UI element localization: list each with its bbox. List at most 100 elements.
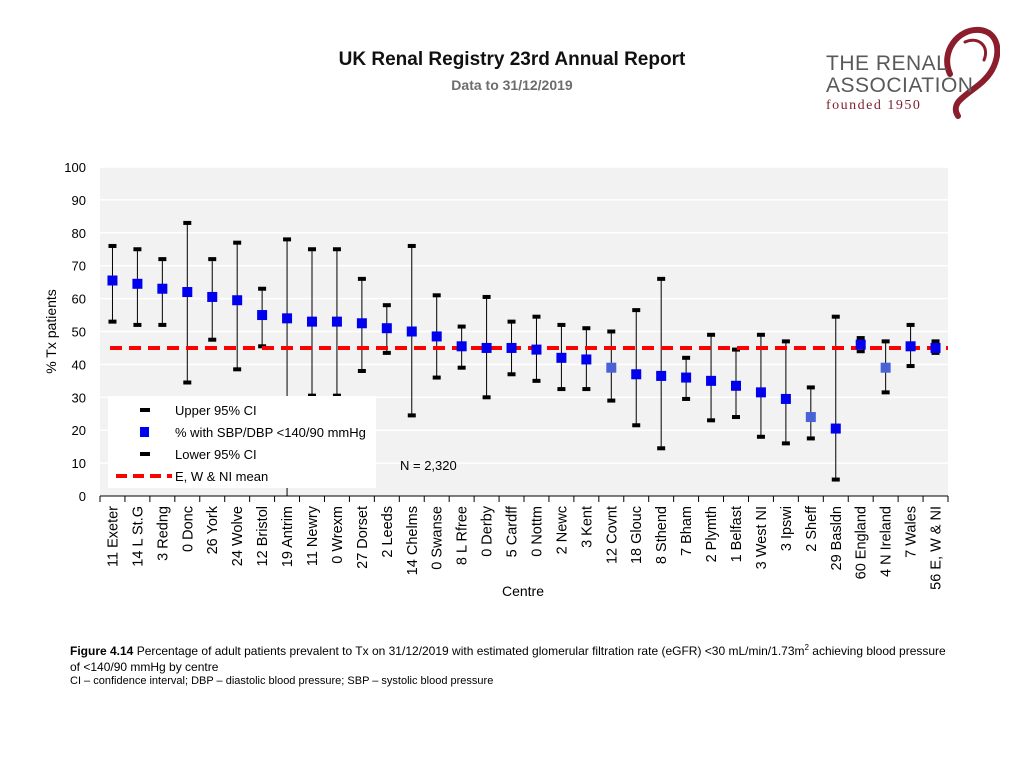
data-point xyxy=(880,362,891,373)
legend-box xyxy=(108,396,376,488)
lower-ci-cap xyxy=(308,393,316,398)
legend-label: E, W & NI mean xyxy=(175,469,268,484)
category-label: 14 Chelms xyxy=(405,506,421,575)
y-tick-label: 40 xyxy=(72,357,86,372)
lower-ci-cap xyxy=(208,337,217,342)
category-label: 12 Bristol xyxy=(255,506,271,566)
upper-ci-cap xyxy=(831,314,840,319)
category-label: 11 Newry xyxy=(305,505,321,566)
data-point xyxy=(755,387,766,398)
caption-note: CI – confidence interval; DBP – diastoli… xyxy=(70,675,494,687)
category-label: 7 Wales xyxy=(904,506,920,558)
upper-ci-cap xyxy=(108,243,117,248)
upper-ci-cap xyxy=(382,303,391,308)
upper-ci-cap xyxy=(457,324,466,329)
figure-caption: Figure 4.14 Percentage of adult patients… xyxy=(70,640,950,675)
upper-ci-cap xyxy=(682,355,691,360)
data-point xyxy=(381,323,392,334)
category-label: 2 Leeds xyxy=(380,506,396,558)
data-point xyxy=(257,310,268,321)
data-point xyxy=(905,341,916,352)
logo-line-1: THE RENAL xyxy=(826,52,949,75)
category-label: 1 Belfast xyxy=(729,506,745,562)
data-point xyxy=(282,313,293,324)
lower-ci-cap xyxy=(657,446,666,451)
lower-ci-cap xyxy=(482,395,491,400)
category-label: 2 Plymth xyxy=(704,506,720,562)
data-point xyxy=(531,344,542,355)
lower-ci-cap xyxy=(806,436,815,441)
upper-ci-cap xyxy=(856,336,865,341)
lower-ci-cap xyxy=(457,365,466,370)
data-point xyxy=(855,339,866,350)
category-label: 7 Bham xyxy=(679,506,695,556)
logo-swirl-icon xyxy=(944,26,1000,119)
caption-text: Percentage of adult patients prevalent t… xyxy=(133,644,805,658)
upper-ci-cap xyxy=(283,237,292,242)
upper-ci-cap xyxy=(931,339,940,344)
upper-ci-cap xyxy=(332,247,341,252)
data-point xyxy=(805,412,816,423)
legend-cap-icon xyxy=(140,408,150,412)
caption-sup: 2 xyxy=(804,643,809,652)
data-point xyxy=(331,316,342,327)
category-label: 26 York xyxy=(205,505,221,554)
upper-ci-cap xyxy=(881,339,890,344)
lower-ci-cap xyxy=(582,387,591,392)
page-subtitle: Data to 31/12/2019 xyxy=(451,77,573,93)
category-label: 24 Wolve xyxy=(230,506,246,566)
upper-ci-cap xyxy=(607,329,616,334)
category-label: 18 Glouc xyxy=(629,506,645,564)
lower-ci-cap xyxy=(557,387,566,392)
upper-ci-cap xyxy=(208,257,217,262)
category-label: 56 E, W & NI xyxy=(929,506,945,590)
lower-ci-cap xyxy=(158,322,167,327)
caption-text-end: achieving blood pressure of <140/90 mmHg… xyxy=(70,644,946,674)
category-label: 3 Redng xyxy=(155,506,171,561)
upper-ci-cap xyxy=(308,247,316,252)
legend-point-icon xyxy=(140,427,149,437)
data-point xyxy=(132,278,143,289)
category-label: 19 Antrim xyxy=(280,506,296,567)
upper-ci-cap xyxy=(158,257,167,262)
upper-ci-cap xyxy=(781,339,790,344)
lower-ci-cap xyxy=(382,350,391,355)
y-tick-label: 80 xyxy=(72,226,86,241)
lower-ci-cap xyxy=(906,364,915,369)
renal-association-logo: THE RENAL ASSOCIATION founded 1950 xyxy=(820,22,1000,122)
category-label: 3 Kent xyxy=(579,506,595,548)
upper-ci-cap xyxy=(906,322,915,327)
data-point xyxy=(780,393,791,404)
data-point xyxy=(556,352,567,363)
lower-ci-cap xyxy=(607,398,616,403)
data-point xyxy=(656,370,667,381)
lower-ci-cap xyxy=(856,349,865,354)
category-label: 11 Exeter xyxy=(105,506,121,567)
page-title: UK Renal Registry 23rd Annual Report xyxy=(338,49,686,70)
y-tick-label: 10 xyxy=(72,456,86,471)
upper-ci-cap xyxy=(507,319,516,324)
upper-ci-cap xyxy=(133,247,142,252)
category-label: 2 Sheff xyxy=(804,505,820,552)
lower-ci-cap xyxy=(532,378,541,383)
category-label: 60 England xyxy=(854,506,870,579)
upper-ci-cap xyxy=(582,326,591,331)
data-point xyxy=(232,295,243,306)
upper-ci-cap xyxy=(707,332,716,337)
logo-line-2: ASSOCIATION xyxy=(826,74,974,97)
category-label: 8 Sthend xyxy=(654,506,670,564)
category-label: 0 Wrexm xyxy=(330,506,346,564)
data-point xyxy=(631,369,642,380)
data-point xyxy=(481,342,492,353)
lower-ci-cap xyxy=(781,441,790,446)
lower-ci-cap xyxy=(108,319,117,324)
upper-ci-cap xyxy=(183,220,192,225)
lower-ci-cap xyxy=(233,367,242,372)
lower-ci-cap xyxy=(507,372,516,377)
upper-ci-cap xyxy=(432,293,441,298)
upper-ci-cap xyxy=(806,385,815,390)
category-label: 0 Donc xyxy=(180,506,196,552)
data-point xyxy=(456,341,467,352)
data-point xyxy=(681,372,692,383)
category-label: 5 Cardff xyxy=(505,505,521,557)
